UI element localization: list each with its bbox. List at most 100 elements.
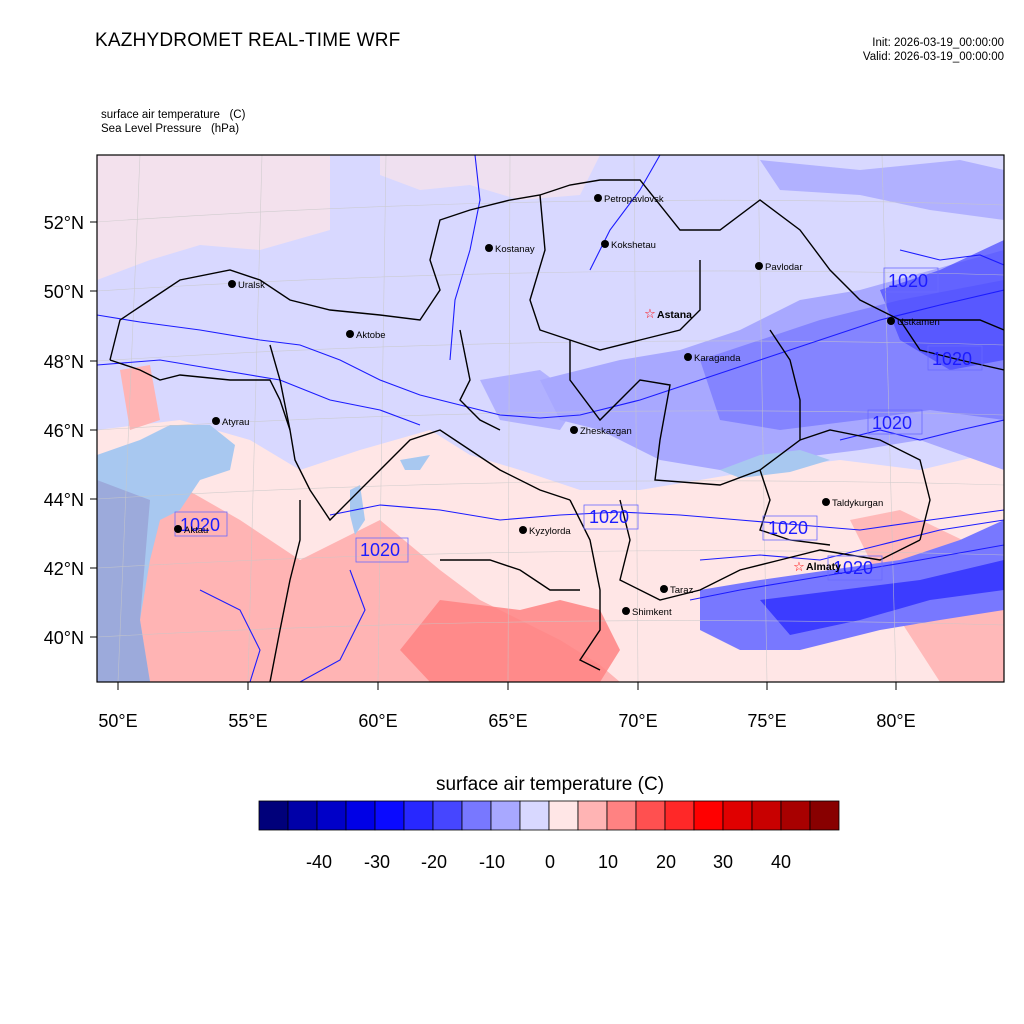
isobar-line — [899, 249, 1004, 266]
city-dot — [660, 585, 668, 593]
city-dot — [822, 498, 830, 506]
lat-label: 40°N — [44, 628, 84, 648]
region-border — [440, 559, 580, 591]
colorbar-swatch — [548, 800, 579, 831]
isobar-line — [199, 589, 261, 682]
lon-label: 70°E — [618, 711, 657, 731]
city-dot — [346, 330, 354, 338]
isobar-label-box — [927, 345, 983, 371]
colorbar-swatch — [751, 800, 782, 831]
valid-time: Valid: 2026-03-19_00:00:00 — [862, 51, 1004, 63]
colorbar-swatch — [258, 800, 289, 831]
colorbar-tick-label: -20 — [421, 852, 447, 872]
colorbar-swatch — [287, 800, 318, 831]
chart-title: KAZHYDROMET REAL-TIME WRF — [95, 30, 401, 51]
graticule-line-75e — [757, 155, 768, 682]
lat-label: 42°N — [44, 559, 84, 579]
isobar-line — [329, 504, 1004, 531]
lon-label: 75°E — [747, 711, 786, 731]
city-label-taraz: Taraz — [670, 585, 693, 596]
isobar-line — [689, 544, 1004, 601]
hot-core-south — [400, 600, 620, 682]
caspian-sea-south — [97, 480, 150, 682]
isobar-label: 1020 — [888, 271, 928, 291]
colorbar-swatch — [722, 800, 753, 831]
graticule-line-80e — [881, 155, 897, 682]
isobar-label: 1020 — [768, 518, 808, 538]
region-border — [569, 329, 801, 486]
isobar-line — [97, 314, 541, 419]
city-dot — [519, 526, 527, 534]
isobar-label-box — [355, 537, 409, 563]
colorbar-swatch — [693, 800, 724, 831]
graticule-line-52n — [97, 199, 1004, 223]
isobar-line — [539, 289, 1004, 419]
graticule-line-40n — [97, 620, 1004, 638]
region-border — [109, 359, 291, 431]
colorbar-tick-label: 30 — [713, 852, 733, 872]
city-markers: Petropavlovsk Kostanay Kokshetau Pavloda… — [174, 194, 940, 618]
isobar-line — [589, 155, 661, 271]
isobar-label: 1020 — [589, 507, 629, 527]
colorbar-tick-label: 20 — [656, 852, 676, 872]
colorbar-swatch — [780, 800, 811, 831]
colorbar-tick-label: 10 — [598, 852, 618, 872]
warm-patch-north — [380, 155, 600, 200]
city-dot — [174, 525, 182, 533]
lat-label: 44°N — [44, 490, 84, 510]
capital-star-icon: ☆ — [644, 307, 656, 322]
colorbar-ticks: -40 -30 -20 -10 0 10 20 30 40 — [306, 852, 791, 872]
isobar-label: 1020 — [833, 558, 873, 578]
isobar-label: 1020 — [932, 349, 972, 369]
isobar-label-box — [762, 515, 818, 541]
isobar-line — [449, 155, 481, 361]
city-label-kyzylorda: Kyzylorda — [529, 526, 571, 537]
city-label-atyrau: Atyrau — [222, 417, 249, 428]
city-dot — [684, 353, 692, 361]
region-border — [569, 499, 601, 671]
region-border — [799, 429, 931, 541]
colorbar-title: surface air temperature (C) — [435, 774, 665, 795]
graticule-line-70e — [633, 155, 639, 682]
city-label-astana: Astana — [657, 309, 692, 321]
isobar-label: 1020 — [872, 413, 912, 433]
graticule-line-46n — [97, 410, 1004, 431]
lat-label: 46°N — [44, 421, 84, 441]
isobar-label-box — [867, 409, 923, 435]
city-label-ustkamen: Ustkamen — [897, 317, 940, 328]
graticule-line-50e — [117, 155, 141, 682]
isobar-label: 1020 — [180, 515, 220, 535]
graticule-line-65e — [507, 155, 511, 682]
graticule-line-55e — [247, 155, 263, 682]
colorbar-tick-label: -30 — [364, 852, 390, 872]
graticule-line-60e — [377, 155, 387, 682]
city-label-petropavlovsk: Petropavlovsk — [604, 194, 664, 205]
temperature-field — [97, 155, 1004, 682]
colorbar-swatch — [577, 800, 608, 831]
isobar-label-box — [827, 555, 883, 581]
warmer-patch-west — [120, 365, 160, 430]
colorbar-swatch — [809, 800, 840, 831]
colorbar-swatch — [316, 800, 347, 831]
coldest-mountains-south — [760, 560, 1004, 635]
city-label-aktau: Aktau — [184, 525, 208, 536]
isobar-line — [299, 569, 366, 682]
capital-star-icon: ☆ — [793, 560, 805, 575]
city-dot — [594, 194, 602, 202]
colorbar-swatch — [374, 800, 405, 831]
aral-sea-north — [400, 455, 430, 470]
isobar-label-box — [174, 511, 228, 537]
city-dot — [212, 417, 220, 425]
temperature-colorbar — [258, 800, 840, 831]
colorbar-swatch — [519, 800, 550, 831]
region-border — [269, 500, 301, 682]
isobar-line — [839, 419, 1004, 441]
region-border — [759, 469, 831, 546]
lon-label: 55°E — [228, 711, 267, 731]
colorbar-tick-label: 40 — [771, 852, 791, 872]
isobar-label-box — [583, 504, 639, 530]
graticule — [97, 155, 1004, 682]
city-label-uralsk: Uralsk — [238, 280, 265, 291]
city-label-shimkent: Shimkent — [632, 607, 672, 618]
